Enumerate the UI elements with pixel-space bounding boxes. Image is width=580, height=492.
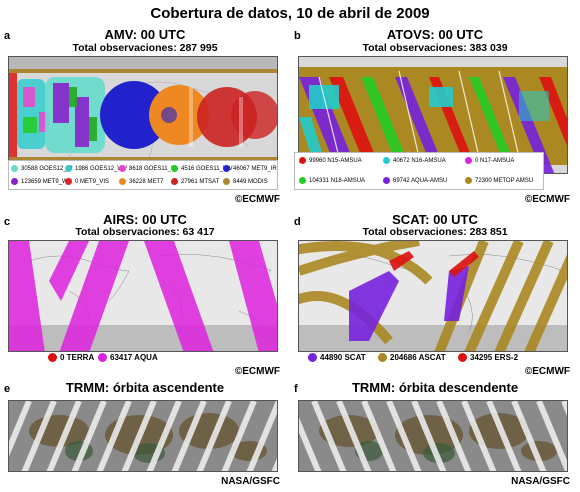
- credit: NASA/GSFC: [221, 476, 280, 487]
- map-airs: [8, 240, 278, 352]
- legend-swatch: [65, 178, 72, 185]
- legend-item: 123659 MET9_WV: [11, 178, 72, 185]
- legend-amv: 30588 GOES12_IR 1986 GOES12_WV 8618 GOES…: [8, 160, 278, 190]
- panel-letter: d: [294, 216, 301, 228]
- panel-trmm-asc: e TRMM: órbita ascendente NASA/GSFC: [0, 378, 290, 492]
- credit: ©ECMWF: [524, 366, 570, 377]
- legend-swatch: [48, 353, 57, 362]
- panel-trmm-desc: f TRMM: órbita descendente NASA/GSFC: [290, 378, 580, 492]
- legend-item: 8449 MODIS: [223, 178, 268, 185]
- legend-swatch: [11, 178, 18, 185]
- panel-letter: f: [294, 383, 298, 395]
- legend-swatch: [119, 178, 126, 185]
- panel-title: TRMM: órbita descendente: [351, 380, 519, 395]
- legend-swatch: [299, 157, 306, 164]
- panel-title: AMV: 00 UTC: [104, 27, 186, 42]
- panel-subtitle: Total observaciones: 63 417: [75, 226, 215, 238]
- legend-item: 104331 N18-AMSUA: [299, 177, 365, 184]
- map-airs-graphic: [9, 241, 277, 351]
- legend-swatch: [98, 353, 107, 362]
- legend-item: 36228 MET7: [119, 178, 163, 185]
- map-amv: [8, 56, 278, 174]
- legend-item: 0 N17-AMSUA: [465, 157, 514, 164]
- legend-swatch: [223, 165, 230, 172]
- legend-item: 27961 MTSAT: [171, 178, 219, 185]
- legend-item: 204686 ASCAT: [378, 353, 446, 362]
- panel-scat: d SCAT: 00 UTC Total observaciones: 283 …: [290, 212, 580, 378]
- legend-swatch: [458, 353, 467, 362]
- credit: ©ECMWF: [234, 194, 280, 205]
- map-trmm-desc: [298, 400, 568, 472]
- map-trmm-asc: [8, 400, 278, 472]
- legend-swatch: [383, 177, 390, 184]
- legend-item: 44890 SCAT: [308, 353, 366, 362]
- panel-letter: b: [294, 30, 301, 42]
- legend-item: 4516 GOES11_WV: [171, 165, 233, 172]
- credit: ©ECMWF: [524, 194, 570, 205]
- legend-item: 40672 N16-AMSUA: [383, 157, 446, 164]
- panel-amv: a AMV: 00 UTC Total observaciones: 287 9…: [0, 26, 290, 212]
- legend-item: 63417 AQUA: [98, 353, 158, 362]
- panel-airs: c AIRS: 00 UTC Total observaciones: 63 4…: [0, 212, 290, 378]
- legend-item: 0 TERRA: [48, 353, 94, 362]
- legend-item: 8618 GOES11_IR: [119, 165, 177, 172]
- map-trmm-desc-graphic: [299, 401, 567, 471]
- legend-swatch: [378, 353, 387, 362]
- panel-subtitle: Total observaciones: 283 851: [362, 226, 508, 238]
- legend-swatch: [171, 178, 178, 185]
- legend-swatch: [465, 157, 472, 164]
- legend-swatch: [465, 177, 472, 184]
- legend-item: 34295 ERS-2: [458, 353, 518, 362]
- credit: NASA/GSFC: [511, 476, 570, 487]
- panel-letter: c: [4, 216, 11, 228]
- legend-item: 99960 N15-AMSUA: [299, 157, 362, 164]
- legend-swatch: [171, 165, 178, 172]
- legend-item: 0 MET9_VIS: [65, 178, 109, 185]
- map-scat-graphic: [299, 241, 567, 351]
- panel-atovs: b ATOVS: 00 UTC Total observaciones: 383…: [290, 26, 580, 212]
- legend-swatch: [308, 353, 317, 362]
- legend-item: 46067 MET9_IR: [223, 165, 277, 172]
- legend-swatch: [299, 177, 306, 184]
- map-trmm-asc-graphic: [9, 401, 277, 471]
- panel-subtitle: Total observaciones: 383 039: [362, 42, 508, 54]
- panel-title: ATOVS: 00 UTC: [386, 27, 484, 42]
- legend-swatch: [119, 165, 126, 172]
- map-amv-graphic: [9, 57, 277, 173]
- page-title: Cobertura de datos, 10 de abril de 2009: [150, 5, 430, 22]
- panel-title: SCAT: 00 UTC: [392, 212, 478, 227]
- legend-airs: 0 TERRA 63417 AQUA: [8, 352, 186, 366]
- panel-letter: a: [4, 30, 11, 42]
- panel-title: TRMM: órbita ascendente: [65, 380, 225, 395]
- panel-title: AIRS: 00 UTC: [103, 212, 187, 227]
- legend-atovs: 99960 N15-AMSUA 40672 N16-AMSUA 0 N17-AM…: [294, 152, 544, 190]
- legend-item: 30588 GOES12_IR: [11, 165, 73, 172]
- legend-item: 1986 GOES12_WV: [65, 165, 127, 172]
- panel-subtitle: Total observaciones: 287 995: [72, 42, 218, 54]
- credit: ©ECMWF: [234, 366, 280, 377]
- legend-scat: 44890 SCAT 204686 ASCAT 34295 ERS-2: [298, 352, 538, 366]
- legend-item: 69742 AQUA-AMSU: [383, 177, 447, 184]
- map-scat: [298, 240, 568, 352]
- legend-swatch: [65, 165, 72, 172]
- legend-swatch: [223, 178, 230, 185]
- legend-swatch: [383, 157, 390, 164]
- legend-swatch: [11, 165, 18, 172]
- legend-item: 72300 METOP AMSU: [465, 177, 533, 184]
- panel-letter: e: [4, 383, 11, 395]
